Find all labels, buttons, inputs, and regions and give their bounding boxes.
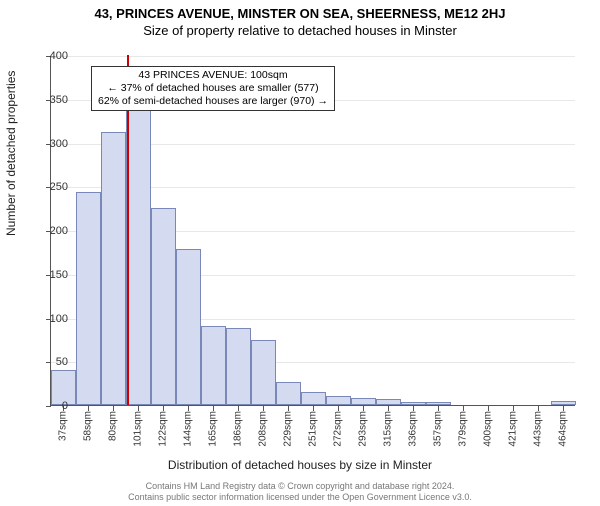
xtick-label: 315sqm [382, 411, 393, 447]
xtick-label: 293sqm [357, 411, 368, 447]
xtick-label: 400sqm [482, 411, 493, 447]
annotation-line: 43 PRINCES AVENUE: 100sqm [98, 69, 328, 82]
histogram-bar [326, 396, 351, 405]
footer-line-1: Contains HM Land Registry data © Crown c… [0, 481, 600, 492]
xtick-label: 80sqm [107, 411, 118, 441]
plot-area: 43 PRINCES AVENUE: 100sqm← 37% of detach… [50, 56, 575, 406]
ytick-label: 400 [50, 50, 68, 62]
xtick-label: 379sqm [457, 411, 468, 447]
ytick-label: 150 [50, 269, 68, 281]
footer-line-2: Contains public sector information licen… [0, 492, 600, 503]
histogram-bar [401, 402, 426, 406]
page-subtitle: Size of property relative to detached ho… [0, 23, 600, 38]
xtick-label: 421sqm [507, 411, 518, 447]
histogram-bar [551, 401, 576, 405]
xtick-label: 357sqm [432, 411, 443, 447]
xtick-label: 122sqm [157, 411, 168, 447]
xtick-label: 165sqm [207, 411, 218, 447]
xtick-label: 101sqm [132, 411, 143, 447]
histogram-bar [76, 192, 101, 405]
annotation-line: 62% of semi-detached houses are larger (… [98, 95, 328, 108]
x-axis-label: Distribution of detached houses by size … [0, 458, 600, 472]
histogram-bar [251, 340, 276, 405]
histogram-bar [126, 109, 151, 405]
ytick-label: 350 [50, 94, 68, 106]
histogram-bar [151, 208, 176, 405]
ytick-mark [46, 362, 51, 363]
ytick-label: 50 [56, 356, 68, 368]
histogram-bar [176, 249, 201, 405]
xtick-label: 229sqm [282, 411, 293, 447]
ytick-label: 300 [50, 138, 68, 150]
xtick-label: 37sqm [57, 411, 68, 441]
xtick-label: 58sqm [82, 411, 93, 441]
xtick-label: 208sqm [257, 411, 268, 447]
page-title: 43, PRINCES AVENUE, MINSTER ON SEA, SHEE… [0, 6, 600, 21]
xtick-label: 272sqm [332, 411, 343, 447]
histogram-chart: 43 PRINCES AVENUE: 100sqm← 37% of detach… [50, 56, 575, 406]
ytick-label: 200 [50, 225, 68, 237]
histogram-bar [101, 132, 126, 405]
ytick-label: 250 [50, 181, 68, 193]
histogram-bar [201, 326, 226, 405]
histogram-bar [376, 399, 401, 405]
xtick-label: 464sqm [557, 411, 568, 447]
histogram-bar [276, 382, 301, 405]
histogram-bar [426, 402, 451, 405]
histogram-bar [351, 398, 376, 405]
ytick-mark [46, 406, 51, 407]
xtick-label: 251sqm [307, 411, 318, 447]
histogram-bar [301, 392, 326, 405]
annotation-line: ← 37% of detached houses are smaller (57… [98, 82, 328, 95]
y-axis-label: Number of detached properties [4, 71, 18, 236]
ytick-label: 0 [62, 400, 68, 412]
annotation-box: 43 PRINCES AVENUE: 100sqm← 37% of detach… [91, 66, 335, 111]
xtick-label: 144sqm [182, 411, 193, 447]
ytick-label: 100 [50, 313, 68, 325]
xtick-label: 186sqm [232, 411, 243, 447]
xtick-label: 443sqm [532, 411, 543, 447]
gridline [51, 56, 575, 57]
histogram-bar [226, 328, 251, 405]
xtick-label: 336sqm [407, 411, 418, 447]
